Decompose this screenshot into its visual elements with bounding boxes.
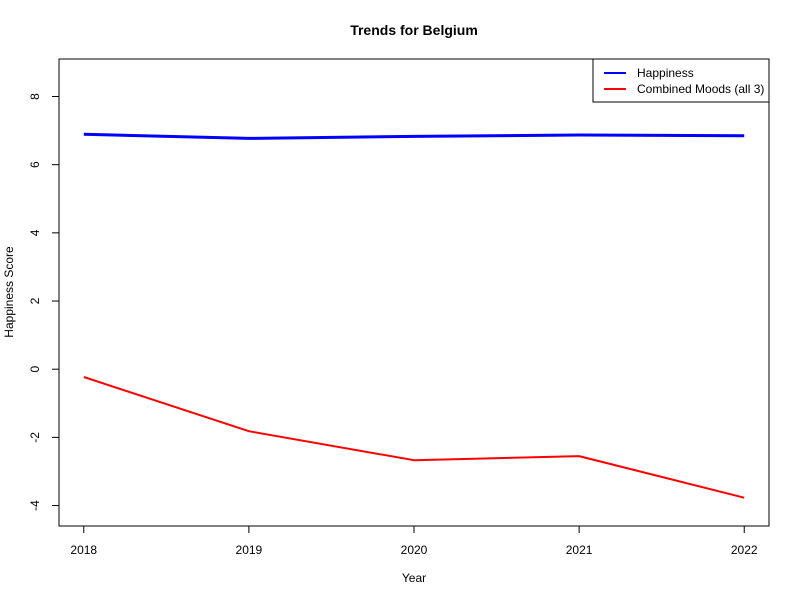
- y-axis-label: Happiness Score: [2, 246, 16, 338]
- y-tick-label: 4: [28, 229, 42, 236]
- legend: Happiness Combined Moods (all 3): [592, 58, 770, 103]
- legend-label: Happiness: [637, 66, 694, 80]
- series-line-combined-moods: [83, 376, 745, 499]
- x-tick-label: 2019: [236, 543, 263, 557]
- x-tick-label: 2020: [401, 543, 428, 557]
- y-tick-label: 6: [28, 161, 42, 168]
- y-axis: -4 -2 0 2 4 6 8: [28, 93, 60, 511]
- y-tick-label: -2: [28, 432, 42, 443]
- x-axis: 2018 2019 2020 2021 2022: [70, 525, 758, 557]
- chart-title: Trends for Belgium: [350, 22, 478, 38]
- plot-frame: [58, 58, 770, 527]
- x-tick-label: 2021: [566, 543, 593, 557]
- legend-label: Combined Moods (all 3): [637, 82, 764, 96]
- x-tick-label: 2022: [731, 543, 758, 557]
- y-tick-label: 2: [28, 297, 42, 304]
- y-tick-label: 0: [28, 366, 42, 373]
- y-tick-label: -4: [28, 500, 42, 511]
- x-tick-label: 2018: [70, 543, 97, 557]
- x-axis-label: Year: [402, 571, 426, 585]
- series-line-happiness: [83, 132, 745, 140]
- series-layer: [83, 132, 745, 499]
- legend-box: [592, 58, 770, 103]
- y-tick-label: 8: [28, 93, 42, 100]
